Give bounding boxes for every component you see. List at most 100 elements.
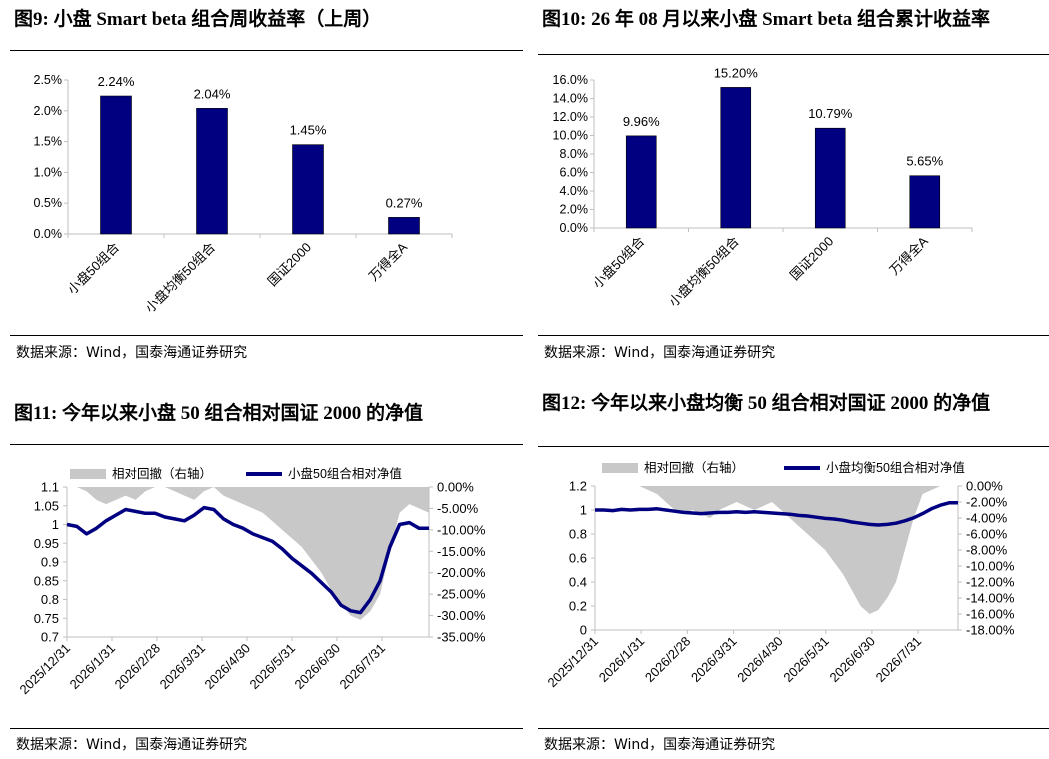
left-tick-label: 0 xyxy=(580,623,587,638)
y-tick-label: 14.0% xyxy=(553,92,588,106)
y-tick-label: 12.0% xyxy=(553,110,588,124)
right-tick-label: -14.00% xyxy=(966,591,1015,606)
y-tick-label: 8.0% xyxy=(560,147,589,161)
chart-panel-fig10: 图10: 26 年 08 月以来小盘 Smart beta 组合累计收益率 0.… xyxy=(538,8,1049,368)
source-rule xyxy=(10,335,523,336)
left-tick-label: 0.6 xyxy=(569,551,587,566)
left-tick-label: 1 xyxy=(580,503,587,518)
category-label: 国证2000 xyxy=(265,240,314,289)
left-tick-label: 1.1 xyxy=(41,480,59,495)
right-tick-label: -8.00% xyxy=(966,543,1008,558)
left-tick-label: 0.85 xyxy=(34,573,59,588)
y-tick-label: 0.0% xyxy=(560,221,589,235)
y-tick-label: 4.0% xyxy=(560,184,589,198)
legend-label-area: 相对回撤（右轴） xyxy=(112,466,212,481)
right-tick-label: 0.00% xyxy=(966,479,1003,494)
x-tick-label: 2025/12/31 xyxy=(16,641,73,698)
source-rule xyxy=(538,335,1049,336)
bar-value-label: 0.27% xyxy=(386,195,423,210)
bar-value-label: 2.24% xyxy=(98,74,135,89)
chart-panel-fig9: 图9: 小盘 Smart beta 组合周收益率（上周） 0.0% 0.5% 1.0… xyxy=(10,8,523,368)
bar-value-label: 2.04% xyxy=(194,86,231,101)
title-rule xyxy=(10,444,523,445)
x-tick-label: 2026/1/31 xyxy=(67,641,119,693)
left-tick-label: 0.95 xyxy=(34,536,59,551)
net-value-line xyxy=(66,505,429,615)
legend-swatch-area xyxy=(70,469,106,479)
right-tick-label: -35.00% xyxy=(437,630,486,645)
category-label: 万得全A xyxy=(366,239,411,284)
chart-title: 图10: 26 年 08 月以来小盘 Smart beta 组合累计收益率 xyxy=(542,9,991,30)
chart-panel-fig11: 图11: 今年以来小盘 50 组合相对国证 2000 的净值 0.7 0.75 0.… xyxy=(10,402,523,758)
bar-value-label: 10.79% xyxy=(808,106,853,121)
left-tick-label: 1.05 xyxy=(34,498,59,513)
y-tick-label: 1.5% xyxy=(34,135,63,149)
bar-value-label: 5.65% xyxy=(906,154,943,169)
drawdown-area xyxy=(67,487,429,620)
y-tick-label: 2.0% xyxy=(34,104,63,118)
title-rule xyxy=(538,54,1049,55)
left-tick-label: 1 xyxy=(52,517,59,532)
title-rule xyxy=(10,50,523,51)
right-tick-label: -10.00% xyxy=(966,559,1015,574)
y-tick-label: 10.0% xyxy=(553,129,588,143)
drawdown-area xyxy=(595,486,958,614)
y-tick-label: 16.0% xyxy=(553,73,588,87)
source-note: 数据来源：Wind，国泰海通证券研究 xyxy=(16,737,248,753)
left-tick-label: 0.7 xyxy=(41,630,59,645)
x-tick-label: 2026/4/30 xyxy=(734,634,786,686)
chart-title: 图12: 今年以来小盘均衡 50 组合相对国证 2000 的净值 xyxy=(542,393,991,414)
bar-3 xyxy=(814,127,846,229)
bar-value-label: 1.45% xyxy=(290,123,327,138)
y-tick-label: 2.5% xyxy=(34,73,63,87)
left-tick-label: 1.2 xyxy=(569,479,587,494)
line-chart-fig12: 00.20.40.60.811.2-18.00%-16.00%-14.00%-1… xyxy=(544,460,1015,691)
source-rule xyxy=(10,728,523,729)
x-tick-label: 2026/6/30 xyxy=(292,641,344,693)
x-tick-label: 2026/7/31 xyxy=(873,634,925,686)
right-tick-label: -18.00% xyxy=(966,623,1015,638)
chart-title: 图11: 今年以来小盘 50 组合相对国证 2000 的净值 xyxy=(14,403,424,424)
right-tick-label: -20.00% xyxy=(437,565,486,580)
x-tick-label: 2026/4/30 xyxy=(202,641,254,693)
y-tick-label: 6.0% xyxy=(560,166,589,180)
bar-chart-fig9: 0.0% 0.5% 1.0% 1.5% 2.0% 2.5% 2.24% 小盘50组合 2.04%… xyxy=(34,73,453,316)
right-tick-label: -10.00% xyxy=(437,522,486,537)
right-tick-label: -2.00% xyxy=(966,495,1008,510)
legend-swatch-area xyxy=(602,463,638,473)
source-note: 数据来源：Wind，国泰海通证券研究 xyxy=(544,737,776,753)
chart-panel-fig12: 图12: 今年以来小盘均衡 50 组合相对国证 2000 的净值 0 0.2 0.4… xyxy=(538,392,1049,758)
right-tick-label: -5.00% xyxy=(437,501,479,516)
right-tick-label: -25.00% xyxy=(437,587,486,602)
right-tick-label: -30.00% xyxy=(437,608,486,623)
net-value-line xyxy=(595,501,958,527)
left-tick-label: 0.4 xyxy=(569,575,587,590)
legend-label-area: 相对回撤（右轴） xyxy=(644,460,744,475)
right-tick-label: -4.00% xyxy=(966,511,1008,526)
x-tick-label: 2026/2/28 xyxy=(112,641,164,693)
bar-4 xyxy=(909,175,941,229)
legend-label-line: 小盘均衡50组合相对净值 xyxy=(826,460,965,475)
x-tick-label: 2026/2/28 xyxy=(642,634,694,686)
left-tick-label: 0.2 xyxy=(569,599,587,614)
right-tick-label: 0.00% xyxy=(437,480,474,495)
y-tick-label: 2.0% xyxy=(560,203,589,217)
x-tick-label: 2026/7/31 xyxy=(337,641,389,693)
bar-3 xyxy=(292,144,324,235)
bar-chart-fig10: 0.0% 2.0% 4.0% 6.0% 8.0% 10.0% 12.0% 14.0% 16.0%… xyxy=(553,65,973,310)
line-chart-fig11: 0.7 0.75 0.8 0.85 0.9 0.95 1 1.05 1.1 -35.00% -30.… xyxy=(16,466,486,698)
x-tick-label: 2025/12/31 xyxy=(544,634,601,691)
left-tick-label: 0.75 xyxy=(34,611,59,626)
right-tick-label: -15.00% xyxy=(437,544,486,559)
x-tick-label: 2026/3/31 xyxy=(157,641,209,693)
y-tick-label: 0.5% xyxy=(34,196,63,210)
left-tick-label: 0.9 xyxy=(41,555,59,570)
x-tick-label: 2026/3/31 xyxy=(688,634,740,686)
right-tick-label: -12.00% xyxy=(966,575,1015,590)
category-label: 小盘50组合 xyxy=(65,240,123,298)
chart-title: 图9: 小盘 Smart beta 组合周收益率（上周） xyxy=(14,9,382,30)
y-tick-label: 1.0% xyxy=(34,165,63,179)
category-label: 国证2000 xyxy=(787,234,836,283)
title-rule xyxy=(538,446,1049,447)
bar-2 xyxy=(196,108,228,235)
